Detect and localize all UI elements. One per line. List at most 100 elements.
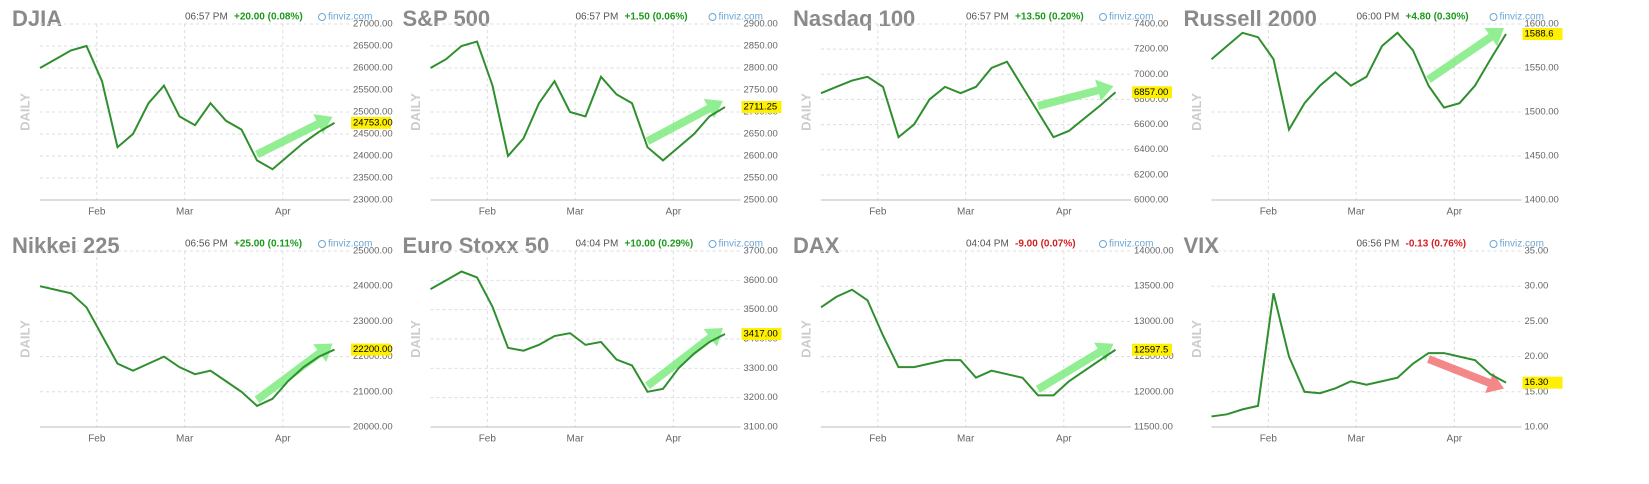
quote-change: +20.00 (0.08%) — [234, 12, 303, 23]
chart-panel: Euro Stoxx 50 04:04 PM +10.00 (0.29%) finvi… — [403, 233, 782, 445]
chart-panel: VIX 06:56 PM -0.13 (0.76%) finviz.com DAILY 1… — [1184, 233, 1563, 445]
trend-arrow — [1035, 342, 1114, 393]
axis-label: DAILY — [1189, 320, 1204, 358]
y-tick-label: 7000.00 — [1134, 69, 1168, 80]
y-tick-label: 2650.00 — [744, 129, 778, 140]
source-icon — [1489, 13, 1498, 21]
x-tick-label: Mar — [957, 207, 975, 218]
chart-title: DJIA — [12, 6, 62, 31]
source-icon — [318, 240, 326, 248]
quote-time: 06:56 PM — [185, 239, 228, 250]
x-tick-label: Mar — [957, 434, 975, 445]
x-tick-label: Feb — [479, 434, 497, 445]
price-tag — [1522, 28, 1563, 41]
x-tick-label: Apr — [275, 207, 291, 218]
quote-time: 06:57 PM — [576, 12, 619, 23]
y-tick-label: 14000.00 — [1134, 246, 1174, 257]
chart-title: Euro Stoxx 50 — [403, 233, 550, 258]
chart-panel: DJIA 06:57 PM +20.00 (0.08%) finviz.com DAIL… — [12, 6, 393, 218]
price-label: 3417.00 — [744, 329, 778, 340]
source-icon — [1489, 240, 1498, 248]
y-tick-label: 12500.00 — [1134, 351, 1174, 362]
quote-change: -0.13 (0.76%) — [1406, 239, 1467, 250]
y-tick-label: 26000.00 — [353, 63, 393, 74]
price-line — [1211, 293, 1507, 418]
x-tick-label: Apr — [1056, 434, 1072, 445]
price-tag — [741, 101, 782, 114]
x-tick-label: Mar — [1348, 434, 1366, 445]
trend-arrow — [255, 114, 333, 158]
y-tick-label: 1400.00 — [1525, 195, 1559, 206]
y-tick-label: 7200.00 — [1134, 44, 1168, 55]
source-link: finviz.com — [1109, 239, 1153, 250]
y-tick-label: 21000.00 — [353, 386, 393, 397]
quote-change: +13.50 (0.20%) — [1015, 12, 1084, 23]
axis-label: DAILY — [408, 93, 423, 131]
x-tick-label: Feb — [869, 207, 887, 218]
price-tag — [1522, 376, 1563, 389]
source-link: finviz.com — [1500, 12, 1544, 23]
y-tick-label: 2550.00 — [744, 173, 778, 184]
axis-label: DAILY — [1189, 93, 1204, 131]
y-tick-label: 24000.00 — [353, 281, 393, 292]
source-link: finviz.com — [328, 12, 372, 23]
y-tick-label: 1450.00 — [1525, 151, 1559, 162]
quote-time: 04:04 PM — [576, 239, 619, 250]
x-tick-label: Feb — [1260, 434, 1278, 445]
y-tick-label: 6400.00 — [1134, 144, 1168, 155]
source-icon — [1099, 13, 1107, 21]
y-tick-label: 7400.00 — [1134, 19, 1168, 30]
x-tick-label: Feb — [88, 207, 106, 218]
x-tick-label: Apr — [275, 434, 291, 445]
y-tick-label: 3200.00 — [744, 392, 778, 403]
price-tag — [351, 116, 391, 129]
x-tick-label: Feb — [88, 434, 106, 445]
source-link: finviz.com — [1109, 12, 1153, 23]
source-link: finviz.com — [328, 239, 372, 250]
y-tick-label: 1600.00 — [1525, 19, 1559, 30]
price-label: 22200.00 — [353, 344, 393, 355]
y-tick-label: 13500.00 — [1134, 281, 1174, 292]
y-tick-label: 20.00 — [1525, 351, 1549, 362]
axis-label: DAILY — [17, 320, 32, 358]
quote-time: 06:00 PM — [1357, 12, 1400, 23]
y-tick-label: 23000.00 — [353, 195, 393, 206]
y-tick-label: 24000.00 — [353, 151, 393, 162]
source-icon — [1099, 240, 1107, 248]
y-tick-label: 3500.00 — [744, 304, 778, 315]
source-link: finviz.com — [719, 239, 763, 250]
y-tick-label: 13000.00 — [1134, 316, 1174, 327]
price-line — [430, 40, 726, 162]
y-tick-label: 11500.00 — [1134, 422, 1173, 433]
y-tick-label: 25500.00 — [353, 85, 393, 96]
y-tick-label: 2800.00 — [744, 63, 778, 74]
x-tick-label: Mar — [567, 434, 585, 445]
y-tick-label: 2900.00 — [744, 19, 778, 30]
y-tick-label: 15.00 — [1525, 386, 1549, 397]
quote-change: +1.50 (0.06%) — [625, 12, 688, 23]
y-tick-label: 6600.00 — [1134, 119, 1168, 130]
price-line — [39, 44, 335, 171]
y-tick-label: 12000.00 — [1134, 386, 1174, 397]
y-tick-label: 20000.00 — [353, 422, 393, 433]
source-link: finviz.com — [719, 12, 763, 23]
price-label: 24753.00 — [353, 117, 393, 128]
price-line — [39, 285, 335, 408]
price-label: 1588.6 — [1525, 29, 1554, 40]
quote-change: +25.00 (0.11%) — [234, 239, 302, 250]
chart-panel: S&P 500 06:57 PM +1.50 (0.06%) finviz.com DA… — [403, 6, 782, 218]
source-icon — [708, 13, 717, 21]
axis-label: DAILY — [798, 93, 813, 131]
source-link: finviz.com — [1500, 239, 1544, 250]
y-tick-label: 35.00 — [1525, 246, 1549, 257]
x-tick-label: Mar — [567, 207, 585, 218]
y-tick-label: 6200.00 — [1134, 169, 1168, 180]
trend-arrow — [254, 343, 333, 404]
y-tick-label: 23000.00 — [353, 316, 393, 327]
chart-title: Nikkei 225 — [12, 233, 120, 258]
y-tick-label: 3600.00 — [744, 275, 778, 286]
chart-title: Nasdaq 100 — [793, 6, 915, 31]
trend-arrow — [645, 328, 723, 389]
quote-time: 06:57 PM — [966, 12, 1009, 23]
price-label: 16.30 — [1525, 377, 1549, 388]
